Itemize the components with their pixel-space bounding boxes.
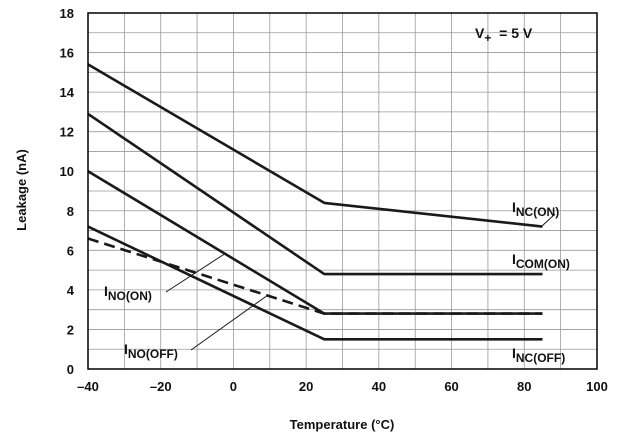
label-i-no-on-main: I <box>104 283 108 299</box>
label-i-no-off: INO(OFF) <box>124 341 178 361</box>
y-tick-label: 14 <box>60 85 75 100</box>
x-tick-label: 80 <box>517 379 531 394</box>
label-i-com-on-main: I <box>512 251 516 267</box>
label-i-nc-off: INC(OFF) <box>512 345 565 365</box>
no-off-leader <box>190 294 269 351</box>
y-tick-label: 18 <box>60 6 74 21</box>
callout-leaders <box>165 213 556 351</box>
label-i-nc-off-main: I <box>512 345 516 361</box>
y-tick-label: 0 <box>67 362 74 377</box>
series-lines <box>87 63 543 341</box>
x-axis-label: Temperature (°C) <box>290 417 395 432</box>
plot-frame <box>87 12 598 370</box>
y-tick-label: 16 <box>60 46 74 61</box>
y-tick-label: 8 <box>67 204 74 219</box>
x-tick-label: 40 <box>372 379 386 394</box>
label-i-no-off-main: I <box>124 341 128 357</box>
label-i-nc-on-sub: NC(ON) <box>516 205 559 219</box>
x-tick-label: 60 <box>444 379 458 394</box>
label-i-no-off-sub: NO(OFF) <box>128 347 178 361</box>
x-tick-label: –20 <box>150 379 172 394</box>
series-line-nc-on <box>87 63 543 228</box>
label-i-nc-on: INC(ON) <box>512 199 559 219</box>
y-tick-label: 4 <box>67 283 75 298</box>
series-line-com-on <box>87 112 543 276</box>
y-tick-label: 12 <box>60 125 74 140</box>
label-i-com-on: ICOM(ON) <box>512 251 570 271</box>
supply-voltage-annotation: V+ = 5 V <box>475 25 533 45</box>
label-i-nc-off-sub: NC(OFF) <box>516 351 565 365</box>
nc-on-leader <box>541 213 556 227</box>
label-i-no-on-sub: NO(ON) <box>108 289 152 303</box>
x-tick-label: 0 <box>230 379 237 394</box>
tick-labels: –40 –20 0 20 40 60 80 100 0 2 4 6 8 10 12 14 16 18 <box>60 6 608 394</box>
supply-voltage-subscript: + <box>484 31 491 45</box>
x-tick-label: 20 <box>299 379 313 394</box>
y-axis-label: Leakage (nA) <box>14 149 29 231</box>
supply-voltage-value: = 5 V <box>491 25 533 41</box>
x-tick-label: –40 <box>77 379 99 394</box>
series-line-no-off <box>87 237 543 315</box>
supply-voltage-symbol: V <box>475 25 485 41</box>
label-i-nc-on-main: I <box>512 199 516 215</box>
y-tick-label: 6 <box>67 243 74 258</box>
no-on-leader <box>165 252 227 293</box>
series-line-nc-off <box>87 225 543 341</box>
label-i-no-on: INO(ON) <box>104 283 152 303</box>
x-tick-label: 100 <box>586 379 608 394</box>
grid <box>88 13 597 369</box>
y-tick-label: 2 <box>67 322 74 337</box>
y-tick-label: 10 <box>60 164 74 179</box>
label-i-com-on-sub: COM(ON) <box>516 257 570 271</box>
